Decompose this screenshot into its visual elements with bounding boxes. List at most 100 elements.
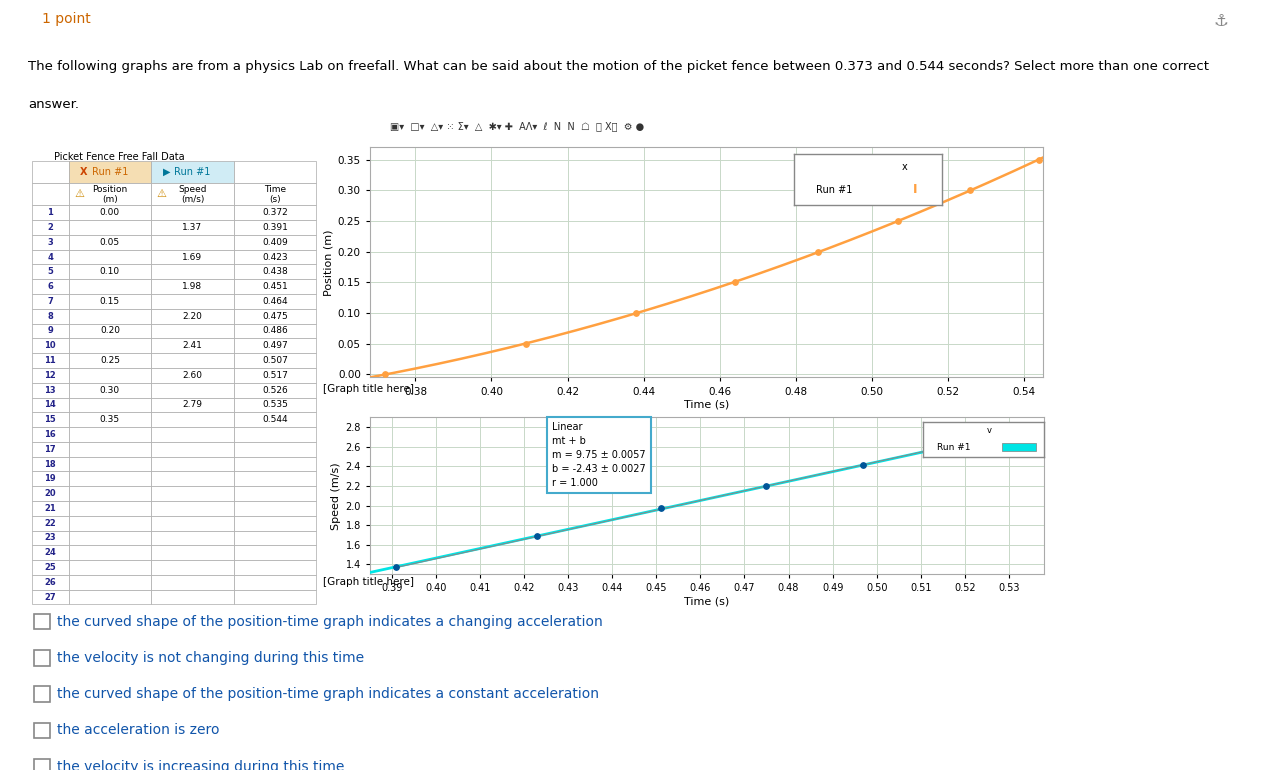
- Bar: [68, 206, 152, 220]
- Point: [650, 501, 670, 514]
- Point: [888, 215, 908, 227]
- Text: 0.409: 0.409: [262, 238, 288, 247]
- Bar: [234, 575, 316, 590]
- Text: 11: 11: [44, 356, 56, 365]
- Point: [960, 184, 980, 196]
- Bar: [234, 280, 316, 294]
- Text: 0.535: 0.535: [262, 400, 288, 410]
- Text: 21: 21: [44, 504, 56, 513]
- Text: 4: 4: [47, 253, 53, 262]
- Bar: [32, 560, 68, 575]
- Text: ⚓: ⚓: [1213, 12, 1228, 30]
- Bar: [68, 280, 152, 294]
- X-axis label: Time (s): Time (s): [684, 596, 730, 606]
- Bar: [234, 486, 316, 501]
- Bar: [152, 220, 234, 235]
- Text: 0.423: 0.423: [262, 253, 288, 262]
- Bar: [234, 220, 316, 235]
- Bar: [34, 650, 49, 665]
- Point: [626, 307, 646, 320]
- Text: 2.79: 2.79: [182, 400, 202, 410]
- Bar: [68, 442, 152, 457]
- Bar: [68, 590, 152, 604]
- Bar: [32, 471, 68, 486]
- Bar: [234, 545, 316, 560]
- Text: 7: 7: [47, 297, 53, 306]
- Bar: [68, 383, 152, 397]
- Text: the curved shape of the position-time graph indicates a changing acceleration: the curved shape of the position-time gr…: [57, 614, 602, 629]
- Text: 0.464: 0.464: [262, 297, 288, 306]
- Bar: [68, 220, 152, 235]
- Text: 0.15: 0.15: [100, 297, 120, 306]
- Bar: [152, 206, 234, 220]
- Text: [Graph title here]: [Graph title here]: [323, 577, 414, 587]
- Text: 0.25: 0.25: [100, 356, 120, 365]
- Text: 0.497: 0.497: [262, 341, 288, 350]
- Bar: [68, 338, 152, 353]
- Bar: [234, 531, 316, 545]
- Text: 17: 17: [44, 445, 56, 454]
- Text: 2.20: 2.20: [182, 312, 202, 321]
- Bar: [152, 338, 234, 353]
- Bar: [234, 353, 316, 368]
- Bar: [152, 501, 234, 516]
- Bar: [68, 264, 152, 280]
- Bar: [68, 397, 152, 412]
- Bar: [68, 249, 152, 264]
- Bar: [234, 471, 316, 486]
- Bar: [234, 368, 316, 383]
- Bar: [32, 412, 68, 427]
- Point: [941, 440, 961, 453]
- Text: 27: 27: [44, 593, 56, 601]
- Bar: [152, 486, 234, 501]
- Bar: [32, 264, 68, 280]
- Text: Position
(m): Position (m): [92, 185, 128, 204]
- Point: [756, 480, 777, 492]
- Text: 0.544: 0.544: [262, 415, 288, 424]
- Text: X: X: [80, 167, 87, 177]
- Text: Run #1: Run #1: [175, 167, 211, 177]
- Text: 0.05: 0.05: [100, 238, 120, 247]
- Bar: [234, 442, 316, 457]
- Text: 0.00: 0.00: [100, 208, 120, 217]
- Bar: [32, 294, 68, 309]
- Text: 2.41: 2.41: [182, 341, 202, 350]
- Bar: [68, 235, 152, 249]
- Text: 0.451: 0.451: [262, 282, 288, 291]
- Text: 0.486: 0.486: [262, 326, 288, 336]
- Text: answer.: answer.: [28, 98, 78, 111]
- Text: 25: 25: [44, 563, 56, 572]
- Text: Picket Fence Free Fall Data: Picket Fence Free Fall Data: [54, 152, 185, 162]
- Bar: [32, 442, 68, 457]
- Bar: [152, 183, 234, 206]
- Bar: [234, 323, 316, 338]
- Text: 0.372: 0.372: [262, 208, 288, 217]
- Bar: [32, 206, 68, 220]
- X-axis label: Time (s): Time (s): [683, 400, 729, 410]
- Text: 5: 5: [47, 267, 53, 276]
- Bar: [68, 368, 152, 383]
- Bar: [68, 412, 152, 427]
- Bar: [152, 471, 234, 486]
- Bar: [234, 427, 316, 442]
- Point: [528, 530, 548, 542]
- Bar: [234, 161, 316, 183]
- Text: ⚠: ⚠: [75, 189, 85, 199]
- Point: [725, 276, 745, 289]
- Text: 12: 12: [44, 371, 56, 380]
- Text: Linear
mt + b
m = 9.75 ± 0.0057
b = -2.43 ± 0.0027
r = 1.000: Linear mt + b m = 9.75 ± 0.0057 b = -2.4…: [552, 422, 645, 488]
- Text: 1 point: 1 point: [42, 12, 91, 26]
- Bar: [234, 397, 316, 412]
- Bar: [152, 457, 234, 471]
- Bar: [152, 264, 234, 280]
- Bar: [34, 722, 49, 738]
- Bar: [68, 575, 152, 590]
- Text: 8: 8: [47, 312, 53, 321]
- Point: [374, 368, 395, 380]
- Bar: [32, 280, 68, 294]
- Bar: [152, 161, 234, 183]
- Point: [1028, 153, 1049, 166]
- Bar: [32, 235, 68, 249]
- Bar: [32, 161, 68, 183]
- Bar: [32, 323, 68, 338]
